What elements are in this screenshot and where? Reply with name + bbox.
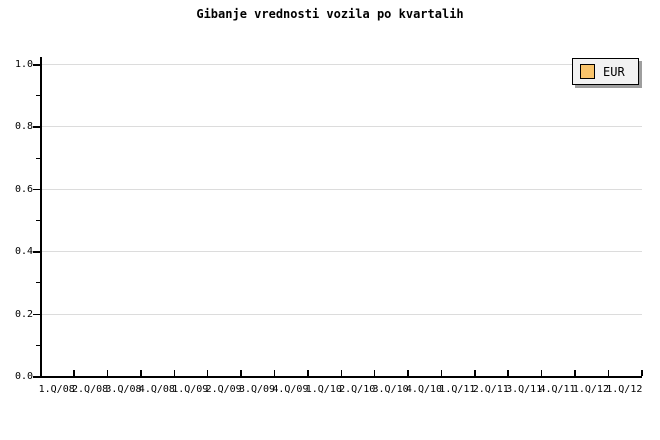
x-tick-label: 4.Q/09 — [272, 384, 309, 395]
x-tick-mark — [373, 370, 376, 376]
y-tick-label: 0.2 — [14, 308, 33, 320]
x-tick-label: 1.Q/10 — [305, 384, 342, 395]
x-tick-mark — [507, 370, 509, 376]
x-tick-mark — [240, 370, 242, 376]
y-minor-tick-mark — [36, 344, 40, 346]
x-tick-mark — [106, 370, 109, 376]
y-major-tick-mark — [33, 376, 40, 378]
chart-title: Gibanje vrednosti vozila po kvartalih — [196, 7, 464, 21]
y-gridline — [41, 313, 642, 315]
x-tick-mark — [607, 370, 610, 376]
y-gridline — [41, 126, 642, 128]
legend-label-eur: EUR — [603, 64, 625, 79]
x-tick-label: 1.Q/09 — [172, 384, 209, 395]
x-tick-label: 1.Q/11 — [439, 384, 476, 395]
x-tick-label: 2.Q/08 — [72, 384, 109, 395]
x-tick-mark — [307, 370, 309, 376]
y-minor-tick-mark — [36, 157, 40, 159]
x-tick-label: 2.Q/11 — [472, 384, 509, 395]
x-tick-label: 3.Q/11 — [506, 384, 543, 395]
y-tick-label: 0.4 — [14, 246, 33, 258]
y-minor-tick-mark — [36, 95, 40, 97]
x-axis-line — [40, 376, 642, 378]
x-tick-label: 1.Q/12 — [606, 384, 643, 395]
x-tick-mark — [641, 370, 643, 376]
y-major-tick-mark — [33, 126, 40, 128]
y-axis-line — [40, 57, 42, 377]
x-tick-mark — [474, 370, 476, 376]
legend-swatch-eur — [580, 64, 595, 79]
x-tick-mark — [140, 370, 142, 376]
y-tick-label: 0.8 — [14, 121, 33, 133]
x-tick-label: 3.Q/09 — [238, 384, 276, 395]
y-major-tick-mark — [33, 251, 40, 253]
x-tick-label: 3.Q/08 — [105, 384, 142, 395]
x-tick-mark — [540, 370, 543, 376]
y-major-tick-mark — [33, 64, 40, 66]
y-major-tick-mark — [33, 313, 40, 316]
x-tick-mark — [407, 370, 409, 376]
x-tick-mark — [440, 370, 443, 376]
legend: EUR — [572, 58, 639, 85]
x-tick-label: 4.Q/11 — [539, 384, 576, 395]
x-tick-label: 3.Q/10 — [372, 384, 409, 395]
y-tick-label: 1.0 — [14, 59, 33, 70]
x-tick-label: 4.Q/10 — [405, 384, 443, 395]
y-gridline — [41, 188, 642, 190]
x-tick-mark — [574, 370, 576, 376]
y-minor-tick-mark — [36, 282, 40, 284]
x-tick-label: 1.Q/12 — [572, 384, 609, 395]
y-gridline — [41, 251, 642, 253]
x-tick-mark — [206, 370, 209, 376]
y-tick-label: 0.6 — [14, 183, 33, 195]
x-tick-mark — [173, 370, 176, 376]
y-tick-label: 0.0 — [14, 371, 33, 382]
x-tick-mark — [73, 370, 75, 376]
y-major-tick-mark — [33, 188, 40, 191]
x-tick-label: 2.Q/09 — [205, 384, 242, 395]
x-tick-mark — [273, 370, 276, 376]
x-tick-label: 4.Q/08 — [138, 384, 175, 395]
x-tick-label: 2.Q/10 — [339, 384, 376, 395]
x-tick-label: 1.Q/08 — [38, 384, 75, 395]
y-minor-tick-mark — [36, 220, 40, 221]
y-gridline — [41, 64, 642, 65]
x-tick-mark — [340, 370, 342, 376]
